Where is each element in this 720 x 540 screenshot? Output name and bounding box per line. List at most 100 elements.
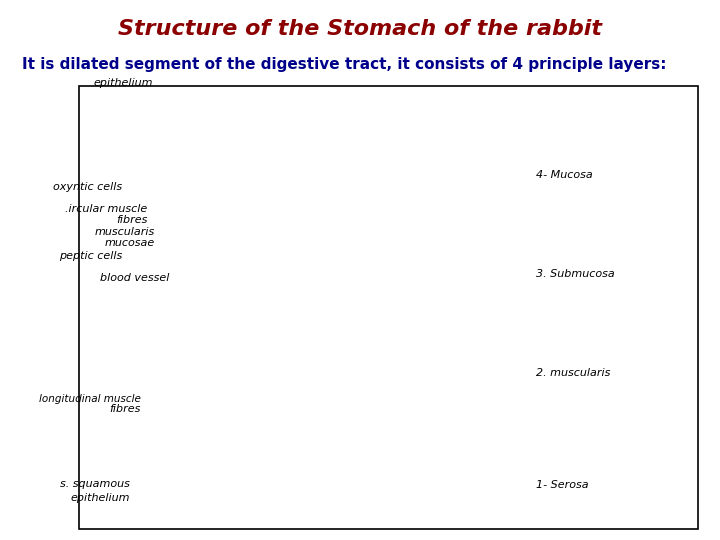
Circle shape: [487, 500, 501, 526]
Circle shape: [474, 179, 477, 185]
Circle shape: [474, 160, 477, 166]
Text: peptic cells: peptic cells: [59, 251, 122, 261]
Circle shape: [467, 500, 481, 526]
Circle shape: [388, 500, 402, 526]
Circle shape: [460, 100, 463, 106]
Circle shape: [401, 100, 404, 106]
Circle shape: [356, 122, 359, 128]
Circle shape: [408, 467, 421, 493]
Circle shape: [408, 500, 421, 526]
Circle shape: [447, 500, 461, 526]
Circle shape: [480, 100, 484, 106]
Circle shape: [297, 179, 300, 185]
Circle shape: [386, 237, 390, 243]
Circle shape: [444, 122, 448, 128]
Circle shape: [358, 484, 372, 510]
Circle shape: [445, 160, 448, 166]
Circle shape: [338, 293, 342, 301]
Circle shape: [327, 218, 330, 224]
Circle shape: [303, 100, 307, 106]
Circle shape: [347, 109, 351, 115]
Circle shape: [338, 484, 352, 510]
Circle shape: [297, 141, 300, 147]
Circle shape: [338, 99, 341, 105]
Circle shape: [490, 253, 494, 261]
Circle shape: [338, 276, 345, 289]
Circle shape: [356, 218, 360, 224]
Circle shape: [329, 104, 333, 110]
Circle shape: [321, 280, 325, 286]
Circle shape: [358, 451, 372, 477]
Circle shape: [438, 253, 443, 261]
Circle shape: [421, 272, 425, 278]
Circle shape: [481, 253, 485, 261]
Circle shape: [395, 286, 400, 294]
Circle shape: [438, 451, 451, 477]
Circle shape: [385, 122, 389, 128]
Circle shape: [404, 253, 408, 261]
Circle shape: [328, 500, 342, 526]
Circle shape: [378, 253, 382, 261]
Circle shape: [428, 467, 441, 493]
Polygon shape: [356, 100, 381, 249]
Circle shape: [298, 109, 301, 115]
Circle shape: [372, 100, 374, 106]
Polygon shape: [474, 100, 499, 249]
Text: 3. Submucosa: 3. Submucosa: [536, 269, 615, 279]
Circle shape: [309, 500, 323, 526]
Circle shape: [415, 199, 418, 205]
Circle shape: [415, 237, 419, 243]
Text: epithelium: epithelium: [94, 78, 153, 88]
Circle shape: [413, 253, 417, 261]
Circle shape: [289, 500, 302, 526]
Circle shape: [351, 269, 358, 281]
Circle shape: [365, 282, 369, 291]
Circle shape: [472, 279, 475, 284]
Circle shape: [426, 99, 429, 105]
Circle shape: [410, 279, 415, 291]
Text: It is dilated segment of the digestive tract, it consists of 4 principle layers:: It is dilated segment of the digestive t…: [22, 57, 666, 72]
Text: fibres: fibres: [116, 215, 148, 225]
Circle shape: [431, 100, 433, 106]
Circle shape: [318, 451, 333, 477]
Circle shape: [451, 100, 454, 106]
Circle shape: [444, 141, 448, 147]
Text: 4- Mucosa: 4- Mucosa: [536, 170, 593, 180]
Circle shape: [356, 237, 360, 243]
Circle shape: [316, 104, 319, 110]
Circle shape: [368, 467, 382, 493]
Circle shape: [457, 451, 471, 477]
Circle shape: [352, 264, 357, 273]
Circle shape: [348, 500, 362, 526]
Circle shape: [359, 104, 362, 110]
Text: s. squamous: s. squamous: [60, 480, 130, 489]
Circle shape: [474, 199, 477, 205]
Text: muscularis: muscularis: [94, 227, 155, 237]
Circle shape: [493, 104, 496, 110]
Circle shape: [328, 109, 330, 115]
Circle shape: [477, 451, 491, 477]
Circle shape: [428, 500, 441, 526]
Circle shape: [327, 253, 330, 261]
Circle shape: [377, 109, 380, 115]
Text: 1- Serosa: 1- Serosa: [536, 480, 589, 490]
Circle shape: [473, 253, 477, 261]
Circle shape: [297, 237, 301, 243]
Circle shape: [436, 109, 439, 115]
Circle shape: [284, 253, 288, 261]
Circle shape: [477, 484, 491, 510]
Circle shape: [457, 484, 471, 510]
Circle shape: [297, 160, 300, 166]
Circle shape: [362, 100, 366, 106]
Circle shape: [445, 199, 448, 205]
Circle shape: [445, 179, 448, 185]
Circle shape: [352, 253, 356, 261]
Circle shape: [348, 467, 362, 493]
Circle shape: [297, 218, 301, 224]
Circle shape: [333, 100, 336, 106]
Circle shape: [343, 253, 348, 261]
Circle shape: [431, 282, 438, 295]
Circle shape: [415, 141, 418, 147]
Circle shape: [378, 484, 392, 510]
Circle shape: [292, 253, 297, 261]
